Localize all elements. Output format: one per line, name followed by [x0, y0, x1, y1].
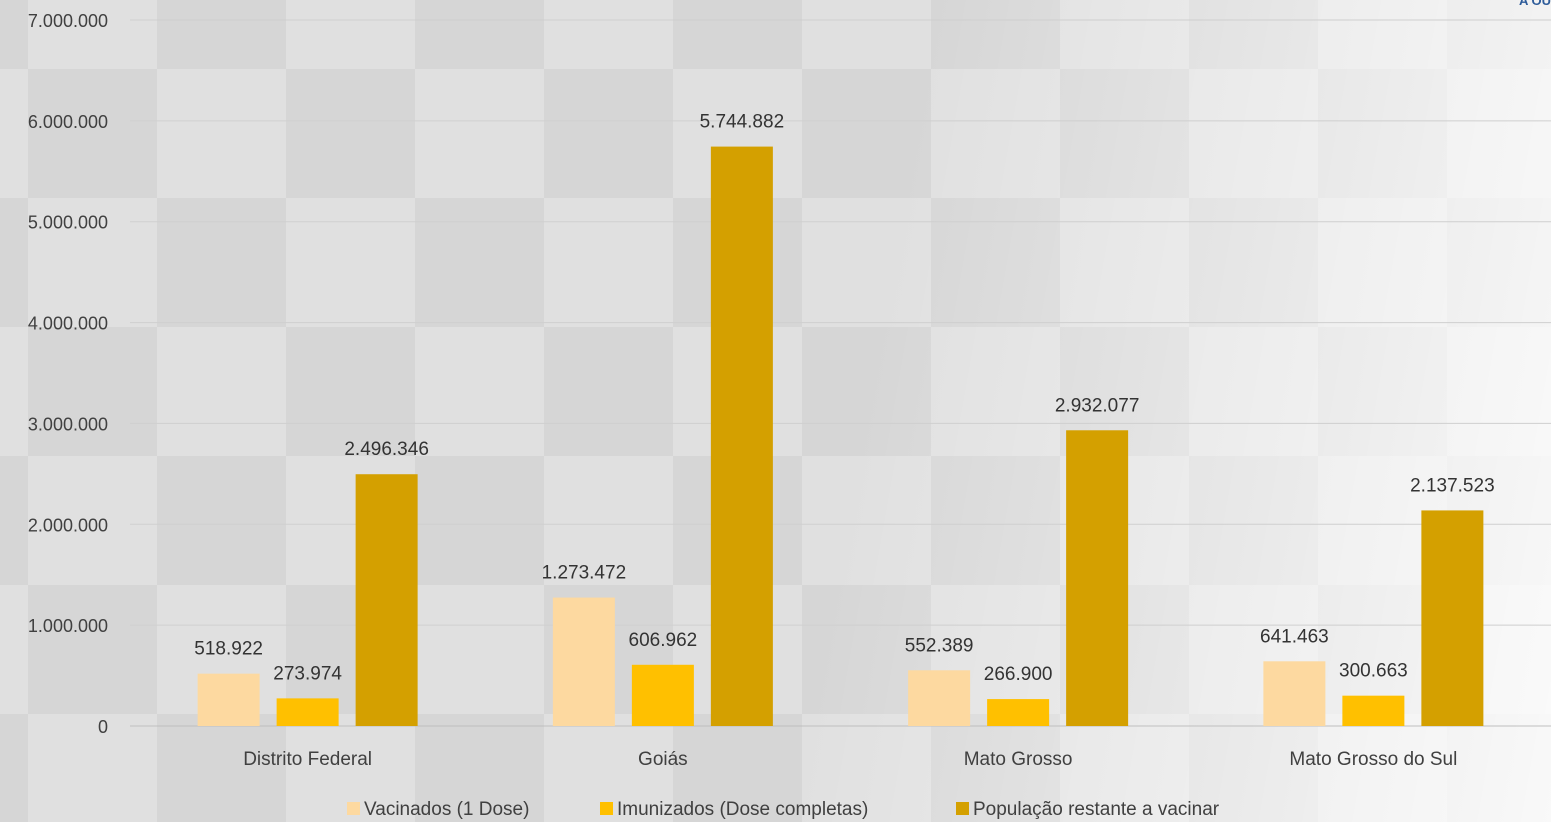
y-tick-label: 6.000.000 [28, 112, 108, 132]
y-tick-label: 2.000.000 [28, 515, 108, 535]
legend: Vacinados (1 Dose) Imunizados (Dose compl… [347, 799, 1220, 820]
bar [710, 146, 773, 726]
data-label: 2.932.077 [1055, 395, 1140, 416]
x-tick-label: Mato Grosso [964, 749, 1073, 770]
bar-series [197, 146, 1484, 726]
y-tick-label: 7.000.000 [28, 11, 108, 31]
bar [987, 699, 1050, 726]
x-tick-label: Goiás [638, 749, 688, 770]
bar [552, 597, 615, 726]
data-label: 273.974 [273, 663, 342, 684]
bar [1263, 661, 1326, 726]
gridlines [130, 19, 1551, 727]
data-label: 266.900 [984, 664, 1053, 685]
x-tick-label: Distrito Federal [243, 749, 372, 770]
data-label: 2.496.346 [344, 439, 429, 460]
data-label: 5.744.882 [700, 112, 785, 133]
corner-text: A OU [1518, 0, 1551, 8]
bar [1066, 430, 1129, 726]
y-tick-label: 4.000.000 [28, 314, 108, 334]
legend-label: Imunizados (Dose completas) [617, 799, 868, 820]
data-label: 300.663 [1339, 661, 1408, 682]
x-axis: Distrito Federal Goiás Mato Grosso Mato Gro… [243, 749, 1457, 770]
data-label: 606.962 [629, 630, 698, 651]
y-axis: 0 1.000.000 2.000.000 3.000.000 4.000.000 5.0… [28, 11, 108, 737]
bar [197, 673, 260, 726]
bar [631, 664, 694, 726]
bar [355, 474, 418, 726]
legend-swatch [600, 802, 613, 815]
legend-label: Vacinados (1 Dose) [364, 799, 529, 820]
bar [1342, 695, 1405, 726]
data-label: 2.137.523 [1410, 475, 1495, 496]
legend-label: População restante a vacinar [973, 799, 1220, 820]
legend-swatch [347, 802, 360, 815]
data-label: 641.463 [1260, 626, 1329, 647]
legend-swatch [956, 802, 969, 815]
data-label: 1.273.472 [542, 563, 627, 584]
bar [908, 670, 971, 726]
y-tick-label: 0 [98, 717, 108, 737]
x-tick-label: Mato Grosso do Sul [1289, 749, 1457, 770]
data-label: 552.389 [905, 635, 974, 656]
bar [276, 698, 339, 726]
bar [1421, 510, 1484, 726]
y-tick-label: 1.000.000 [28, 616, 108, 636]
y-tick-label: 3.000.000 [28, 414, 108, 434]
data-label: 518.922 [194, 639, 263, 660]
data-labels: 518.922 273.974 2.496.346 1.273.472 606.962 5… [194, 112, 1494, 685]
y-tick-label: 5.000.000 [28, 213, 108, 233]
